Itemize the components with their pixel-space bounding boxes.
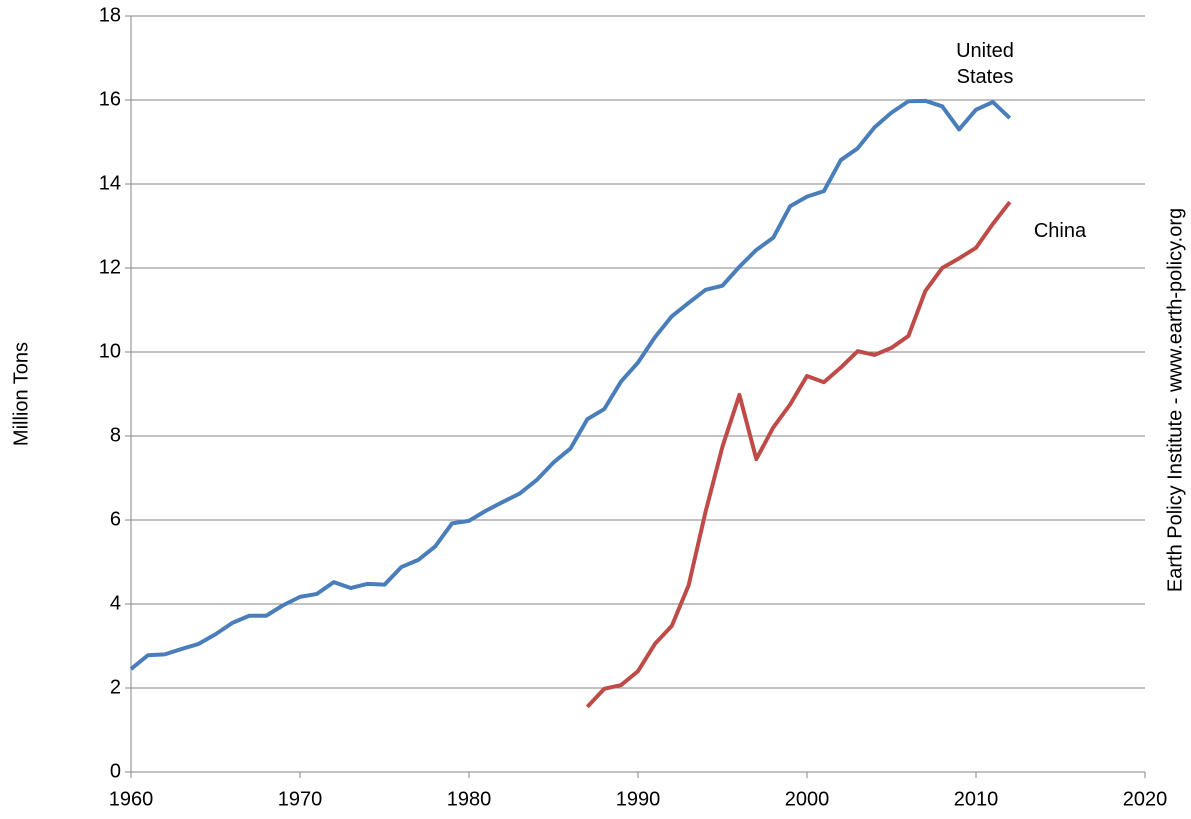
x-tick-label: 1960 <box>109 788 154 810</box>
series-label: United States <box>956 40 1014 88</box>
y-tick-label: 2 <box>110 676 121 698</box>
y-tick-label: 6 <box>110 508 121 530</box>
x-tick-label: 2020 <box>1123 788 1168 810</box>
x-tick-label: 1980 <box>447 788 492 810</box>
y-tick-label: 14 <box>99 172 121 194</box>
y-tick-label: 12 <box>99 256 121 278</box>
y-tick-label: 18 <box>99 4 121 26</box>
x-tick-label: 1990 <box>616 788 661 810</box>
source-note: Earth Policy Institute - www.earth-polic… <box>1164 208 1186 592</box>
x-tick-label: 1970 <box>278 788 323 810</box>
x-tick-label: 2000 <box>785 788 830 810</box>
y-axis-label: Million Tons <box>10 342 32 446</box>
y-tick-label: 16 <box>99 88 121 110</box>
y-tick-label: 0 <box>110 760 121 782</box>
y-tick-label: 10 <box>99 340 121 362</box>
x-tick-label: 2010 <box>954 788 999 810</box>
y-tick-label: 8 <box>110 424 121 446</box>
series-line <box>129 98 1012 671</box>
y-tick-label: 4 <box>110 592 121 614</box>
series-line <box>585 200 1012 709</box>
series-label: China <box>1033 220 1087 242</box>
